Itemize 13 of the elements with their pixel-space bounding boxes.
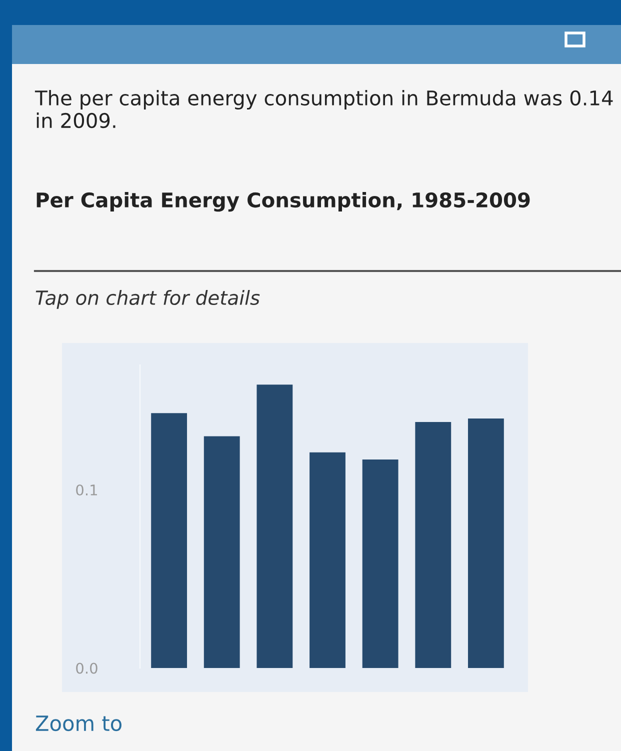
bar [415, 422, 452, 668]
text: Zoom to [36, 716, 122, 732]
bar [204, 436, 240, 668]
bar [362, 459, 398, 668]
chart-title: Per Capita Energy Consumption, 1985-2009 [36, 192, 530, 212]
bar [151, 413, 188, 668]
y-tick-label: 0.1 [76, 484, 97, 496]
text: The per capita energy consumption in Bermuda was 0.14 in 2009. [34, 90, 613, 128]
bar [256, 384, 293, 668]
y-tick-label: 0.0 [76, 662, 98, 674]
bar [310, 452, 346, 668]
text: Tap on chart for details [36, 290, 260, 309]
bar [468, 418, 504, 668]
